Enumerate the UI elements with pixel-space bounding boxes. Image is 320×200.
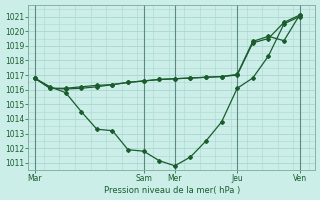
X-axis label: Pression niveau de la mer( hPa ): Pression niveau de la mer( hPa ) — [104, 186, 240, 195]
